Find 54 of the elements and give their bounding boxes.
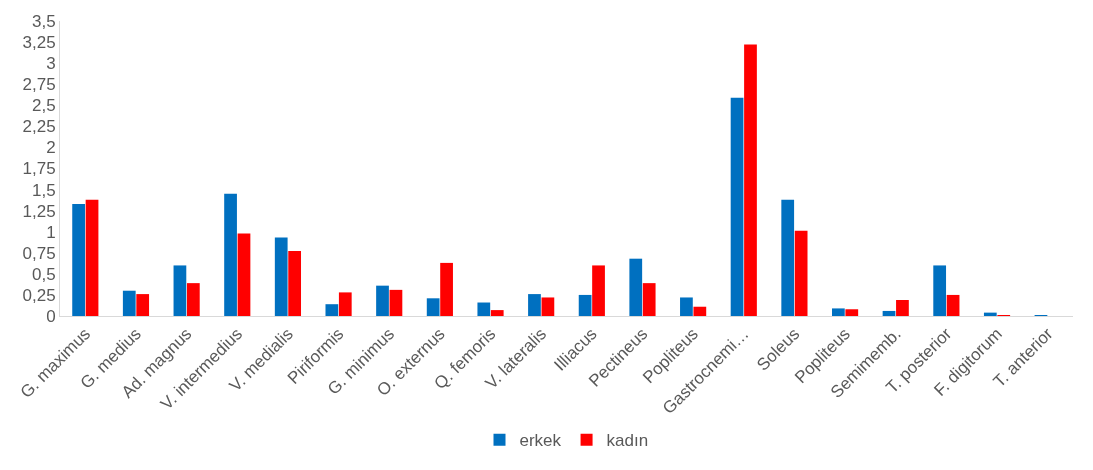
bar xyxy=(831,308,845,316)
y-tick-label: 0,5 xyxy=(31,264,56,284)
y-tick-label: 0 xyxy=(46,306,56,326)
y-tick-label: 2,75 xyxy=(22,75,56,95)
y-tick-label: 3,25 xyxy=(22,33,56,53)
bar xyxy=(794,230,808,316)
bar xyxy=(528,294,541,316)
y-tick-label: 2,5 xyxy=(31,96,56,116)
y-tick-label: 3 xyxy=(46,54,56,74)
bar xyxy=(896,299,909,316)
bar xyxy=(186,283,200,316)
bar xyxy=(882,310,896,316)
bar xyxy=(477,302,491,316)
bar xyxy=(933,265,947,316)
y-tick-label: 1,5 xyxy=(31,180,56,200)
y-tick-label: 0,75 xyxy=(22,243,56,263)
bar xyxy=(376,285,389,316)
bar xyxy=(85,199,99,316)
bar xyxy=(781,199,795,316)
bar xyxy=(693,306,707,316)
bar xyxy=(136,294,150,316)
legend-label: kadın xyxy=(606,431,649,451)
y-tick-label: 0,25 xyxy=(22,285,56,305)
bar xyxy=(237,233,251,316)
bar xyxy=(288,251,302,316)
legend-label: erkek xyxy=(519,431,562,451)
bar xyxy=(983,312,997,316)
bar xyxy=(122,290,136,316)
bar xyxy=(338,292,352,316)
bar xyxy=(730,97,744,316)
bar xyxy=(680,297,693,316)
y-tick-label: 1,25 xyxy=(22,201,56,221)
bar xyxy=(642,283,656,316)
bar xyxy=(629,258,643,316)
y-tick-label: 3,5 xyxy=(31,11,56,31)
y-tick-label: 2 xyxy=(46,138,56,158)
bar xyxy=(389,289,403,316)
y-tick-label: 2,25 xyxy=(22,117,56,137)
bar xyxy=(578,294,592,316)
bar xyxy=(845,309,859,316)
bar xyxy=(744,44,757,316)
bar xyxy=(490,310,504,316)
bar xyxy=(274,237,288,316)
bar xyxy=(426,298,440,316)
bar xyxy=(946,294,960,316)
bar xyxy=(173,265,187,316)
y-tick-label: 1,75 xyxy=(22,159,56,179)
y-tick-label: 1 xyxy=(46,222,56,242)
bar xyxy=(325,304,339,316)
bar xyxy=(592,265,605,316)
bar xyxy=(72,203,85,316)
bar xyxy=(541,297,555,316)
bar xyxy=(440,262,453,316)
bar xyxy=(224,193,237,316)
